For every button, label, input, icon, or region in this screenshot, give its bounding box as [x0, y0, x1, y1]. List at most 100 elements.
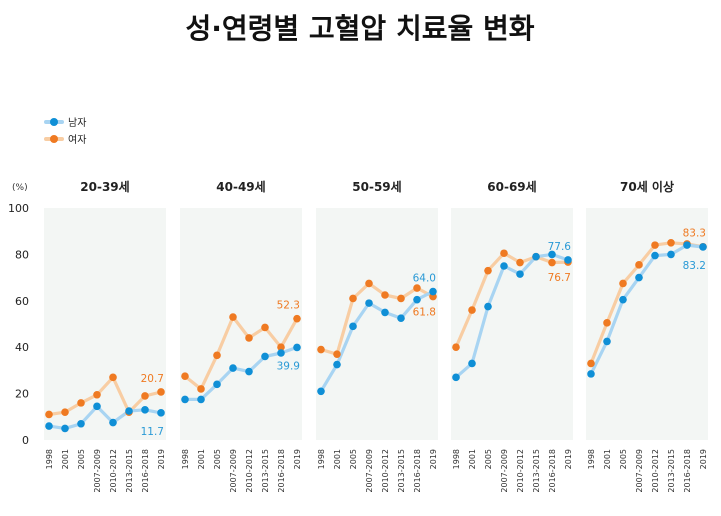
x-tick-label: 2001: [333, 449, 342, 469]
x-tick-label: 2013-2015: [667, 449, 676, 493]
male-data-point: [452, 373, 460, 382]
male-end-data-label: 39.9: [277, 360, 300, 372]
female-data-point: [61, 408, 69, 416]
x-tick-label: 1998: [452, 449, 461, 469]
male-data-point: [500, 262, 508, 270]
panel-title: 70세 이상: [620, 179, 674, 194]
x-tick-label: 2001: [61, 449, 70, 469]
male-end-data-label: 77.6: [548, 241, 572, 253]
male-data-point: [429, 287, 437, 296]
female-data-point: [667, 239, 675, 247]
x-tick-label: 2007-2009: [93, 449, 102, 493]
panel-background: [44, 208, 166, 440]
x-tick-label: 2007-2009: [500, 449, 509, 493]
x-tick-label: 1998: [45, 449, 54, 469]
male-data-point: [293, 343, 301, 352]
male-data-point: [181, 395, 189, 404]
x-tick-label: 2001: [468, 449, 477, 469]
x-tick-label: 2001: [603, 449, 612, 469]
male-end-data-label: 11.7: [141, 426, 164, 438]
male-data-point: [516, 270, 524, 278]
female-data-point: [293, 314, 301, 323]
panels: 20-39세 1998 2001 2005 2007-2009 2010-2012 2013…: [44, 179, 708, 493]
female-data-point: [413, 284, 421, 292]
female-data-point: [500, 249, 508, 258]
female-data-point: [603, 319, 611, 327]
male-data-point: [484, 302, 492, 311]
legend: 남자 여자: [44, 117, 86, 146]
x-tick-label: 2005: [77, 449, 86, 469]
x-tick-label: 2005: [484, 449, 493, 469]
male-data-point: [587, 370, 595, 378]
x-tick-label: 2013-2015: [261, 449, 270, 493]
x-tick-label: 2005: [213, 449, 222, 469]
male-data-point: [548, 250, 556, 259]
male-data-point: [603, 337, 611, 346]
x-tick-label: 2010-2012: [109, 449, 118, 493]
x-tick-label: 2010-2012: [516, 449, 525, 493]
panel-2: 40-49세 1998 2001 2005 2007-2009 2010-2012 2013…: [180, 179, 302, 493]
male-data-point: [213, 380, 221, 389]
male-end-data-label: 83.2: [683, 260, 706, 272]
y-tick-label: 60: [15, 295, 29, 308]
female-data-point: [587, 359, 595, 368]
male-data-point: [699, 243, 707, 251]
x-tick-label: 2001: [197, 449, 206, 469]
male-data-point: [261, 352, 269, 361]
male-data-point: [197, 395, 205, 404]
female-data-point: [277, 343, 285, 352]
panel-title: 20-39세: [80, 179, 129, 194]
female-end-data-label: 52.3: [277, 300, 300, 312]
male-data-point: [109, 418, 117, 427]
female-data-point: [141, 392, 149, 400]
female-data-point: [365, 279, 373, 288]
female-data-point: [397, 294, 405, 303]
x-tick-label: 2007-2009: [365, 449, 374, 493]
y-tick-label: 0: [22, 434, 29, 447]
female-data-point: [452, 343, 460, 352]
female-data-point: [157, 388, 165, 396]
female-data-point: [197, 385, 205, 393]
female-data-point: [468, 306, 476, 314]
y-tick-label: 40: [15, 341, 29, 354]
x-tick-label: 2005: [349, 449, 358, 469]
panel-title: 50-59세: [352, 179, 401, 194]
x-tick-label: 2007-2009: [635, 449, 644, 493]
male-data-point: [77, 419, 85, 428]
x-tick-label: 2016-2018: [413, 449, 422, 493]
x-tick-label: 2007-2009: [229, 449, 238, 493]
x-tick-label: 2016-2018: [141, 449, 150, 493]
y-axis: 0 20 40 60 80 100: [8, 202, 29, 447]
panel-title: 60-69세: [487, 179, 536, 194]
panel-background: [451, 208, 573, 440]
female-data-point: [317, 345, 325, 354]
x-tick-label: 2016-2018: [683, 449, 692, 493]
male-data-point: [651, 251, 659, 260]
male-data-point: [619, 295, 627, 304]
x-tick-label: 1998: [317, 449, 326, 469]
x-tick-label: 2016-2018: [548, 449, 557, 493]
female-data-point: [333, 350, 341, 358]
male-data-point: [397, 314, 405, 323]
female-data-point: [484, 266, 492, 275]
panel-background: [180, 208, 302, 440]
x-tick-label: 2016-2018: [277, 449, 286, 493]
y-tick-label: 100: [8, 202, 29, 215]
y-tick-label: 80: [15, 248, 29, 261]
male-data-point: [125, 407, 133, 415]
x-tick-label: 2019: [564, 449, 573, 469]
male-data-point: [381, 308, 389, 317]
panel-3: 50-59세 1998 2001 2005 2007-2009 2010-2012 2013…: [316, 179, 438, 493]
female-data-point: [516, 258, 524, 267]
x-tick-label: 1998: [587, 449, 596, 469]
male-data-point: [532, 252, 540, 261]
female-data-point: [229, 313, 237, 321]
y-unit-label: (%): [12, 183, 28, 193]
female-series-line: [183, 315, 299, 391]
female-data-point: [93, 390, 101, 399]
panel-title: 40-49세: [216, 179, 265, 194]
male-data-point: [683, 241, 691, 249]
female-data-point: [213, 351, 221, 360]
x-tick-label: 1998: [181, 449, 190, 469]
